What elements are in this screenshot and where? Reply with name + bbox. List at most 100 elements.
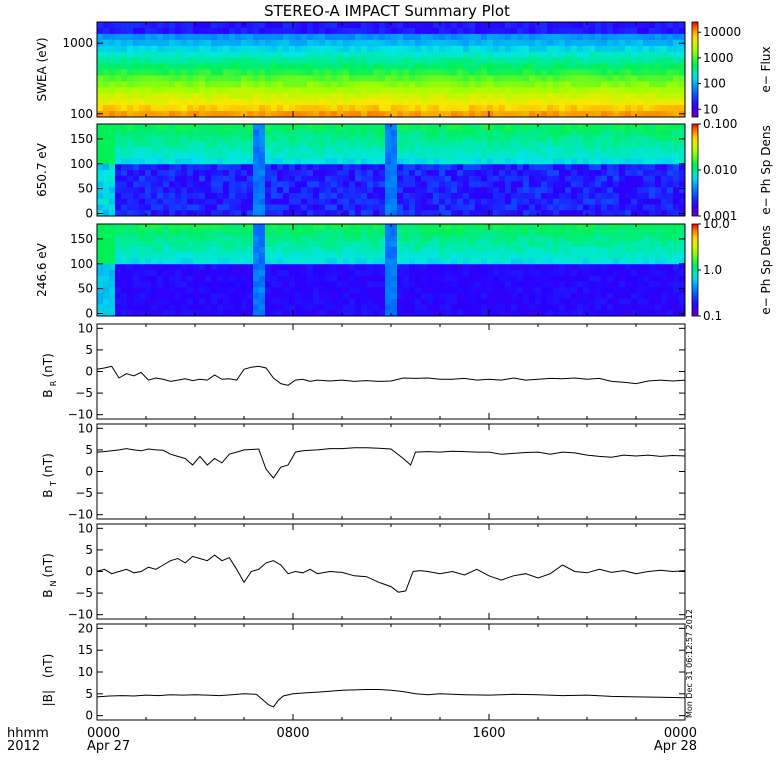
spectrogram-cell — [439, 298, 446, 305]
spectrogram-cell — [379, 63, 386, 70]
spectrogram-cell — [541, 181, 548, 188]
spectrogram-cell — [463, 75, 470, 82]
spectrogram-cell — [277, 270, 284, 277]
spectrogram-cell — [115, 129, 122, 136]
spectrogram-cell — [223, 275, 230, 282]
spectrogram-cell — [151, 33, 158, 41]
spectrogram-cell — [583, 164, 590, 171]
spectrogram-cell — [157, 310, 164, 317]
spectrogram-cell — [109, 181, 116, 188]
spectrogram-cell — [307, 198, 314, 205]
spectrogram-cell — [277, 22, 284, 29]
spectrogram-cell — [475, 241, 482, 248]
spectrogram-cell — [541, 57, 548, 64]
spectrogram-cell — [223, 193, 230, 200]
spectrogram-cell — [595, 241, 602, 248]
spectrogram-cell — [217, 175, 224, 182]
spectrogram-cell — [457, 264, 464, 271]
spectrogram-cell — [337, 170, 344, 177]
spectrogram-cell — [409, 235, 416, 242]
spectrogram-cell — [115, 39, 122, 47]
spectrogram-cell — [193, 229, 200, 236]
spectrogram-cell — [187, 22, 194, 29]
series-line-br — [96, 365, 686, 386]
spectrogram-cell — [655, 69, 662, 76]
spectrogram-cell — [679, 247, 686, 254]
spectrogram-cell — [199, 51, 206, 59]
spectrogram-cell — [109, 252, 116, 259]
spectrogram-cell — [493, 170, 500, 177]
spectrogram-cell — [433, 81, 440, 88]
spectrogram-cell — [163, 252, 170, 259]
spectrogram-cell — [337, 99, 344, 106]
spectrogram-cell — [577, 147, 584, 154]
spectrogram-cell — [415, 204, 422, 211]
spectrogram-cell — [283, 170, 290, 177]
spectrogram-cell — [283, 181, 290, 188]
spectrogram-cell — [97, 170, 104, 177]
spectrogram-cell — [301, 111, 308, 118]
spectrogram-cell — [115, 241, 122, 248]
spectrogram-cell — [265, 198, 272, 205]
spectrogram-cell — [655, 175, 662, 182]
spectrogram-cell — [181, 164, 188, 171]
spectrogram-cell — [133, 175, 140, 182]
spectrogram-cell — [391, 281, 398, 288]
spectrogram-cell — [115, 141, 122, 148]
spectrogram-cell — [187, 170, 194, 177]
spectrogram-cell — [163, 164, 170, 171]
spectrogram-cell — [217, 111, 224, 118]
spectrogram-cell — [607, 181, 614, 188]
spectrogram-cell — [583, 63, 590, 70]
spectrogram-cell — [577, 152, 584, 159]
spectrogram-cell — [409, 293, 416, 300]
spectrogram-cell — [445, 204, 452, 211]
series-line-bt — [96, 447, 686, 479]
spectrogram-cell — [193, 270, 200, 277]
spectrogram-cell — [391, 141, 398, 148]
spectrogram-cell — [661, 181, 668, 188]
spectrogram-cell — [457, 105, 464, 112]
spectrogram-cell — [133, 247, 140, 254]
spectrogram-cell — [295, 45, 302, 53]
spectrogram-cell — [493, 39, 500, 47]
spectrogram-cell — [505, 152, 512, 159]
spectrogram-cell — [97, 187, 104, 194]
spectrogram-cell — [493, 63, 500, 70]
spectrogram-cell — [157, 198, 164, 205]
spectrogram-cell — [577, 310, 584, 317]
spectrogram-cell — [571, 275, 578, 282]
spectrogram-cell — [211, 93, 218, 100]
spectrogram-cell — [163, 304, 170, 311]
spectrogram-cell — [445, 175, 452, 182]
spectrogram-cell — [583, 175, 590, 182]
spectrogram-cell — [451, 81, 458, 88]
spectrogram-cell — [133, 204, 140, 211]
spectrogram-cell — [163, 175, 170, 182]
spectrogram-cell — [385, 293, 392, 300]
spectrogram-cell — [655, 39, 662, 47]
spectrogram-cell — [475, 287, 482, 294]
spectrogram-cell — [241, 281, 248, 288]
spectrogram-cell — [187, 45, 194, 53]
spectrogram-cell — [577, 304, 584, 311]
spectrogram-cell — [97, 27, 104, 35]
spectrogram-cell — [565, 181, 572, 188]
spectrogram-cell — [535, 27, 542, 35]
spectrogram-cell — [625, 75, 632, 82]
spectrogram-cell — [517, 81, 524, 88]
spectrogram-cell — [313, 298, 320, 305]
spectrogram-cell — [571, 111, 578, 118]
spectrogram-cell — [553, 135, 560, 142]
spectrogram-cell — [637, 235, 644, 242]
spectrogram-cell — [643, 304, 650, 311]
spectrogram-cell — [241, 270, 248, 277]
spectrogram-cell — [301, 170, 308, 177]
spectrogram-cell — [277, 187, 284, 194]
spectrogram-cell — [349, 275, 356, 282]
spectrogram-cell — [601, 224, 608, 231]
spectrogram-cell — [445, 45, 452, 53]
spectrogram-cell — [451, 252, 458, 259]
spectrogram-cell — [241, 135, 248, 142]
spectrogram-cell — [373, 57, 380, 64]
